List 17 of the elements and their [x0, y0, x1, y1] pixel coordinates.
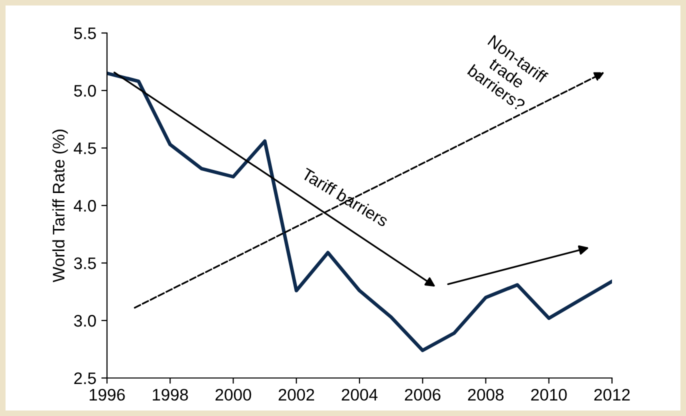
y-tick-label: 3.5 [74, 257, 96, 270]
x-tick-label: 2002 [278, 388, 314, 401]
x-tick-label: 2012 [594, 388, 630, 401]
y-tick-label: 5.5 [74, 28, 96, 40]
x-tick-label: 2000 [216, 388, 252, 401]
x-tick-label: 1996 [90, 388, 125, 401]
x-tick-label: 2010 [531, 388, 567, 401]
x-tick-label: 2006 [404, 388, 440, 401]
y-tick-label: 4.0 [74, 200, 96, 212]
y-axis-title: World Tariff Rate (%) [52, 130, 68, 282]
x-tick-label: 1998 [152, 388, 188, 401]
x-tick-label: 2008 [468, 388, 504, 401]
y-tick-label: 3.0 [74, 314, 96, 327]
y-tick-label: 5.0 [74, 84, 96, 97]
y-tick-label: 2.5 [74, 372, 96, 384]
y-tick-label: 4.5 [74, 142, 96, 154]
x-tick-label: 2004 [342, 388, 378, 401]
